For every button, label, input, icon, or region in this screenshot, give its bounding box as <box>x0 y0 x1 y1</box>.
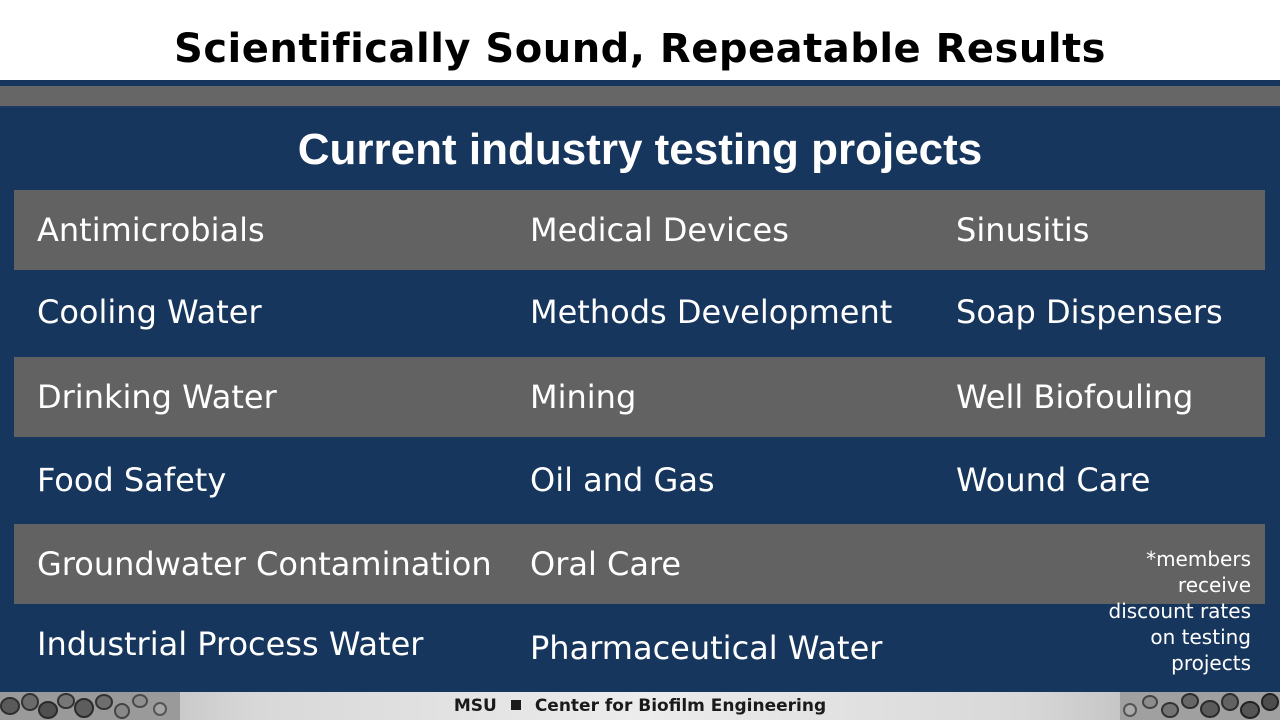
note-line: receive <box>1177 573 1251 597</box>
table-cell: Food Safety <box>37 461 227 499</box>
table-cell: Sinusitis <box>956 211 1090 249</box>
slide-title: Scientifically Sound, Repeatable Results <box>174 26 1106 72</box>
table-cell: Industrial Process Water <box>37 625 424 663</box>
table-cell: Drinking Water <box>37 378 277 416</box>
note-line: discount rates <box>1108 599 1252 623</box>
separator-square-icon <box>510 700 521 710</box>
table-row: Antimicrobials Medical Devices Sinusitis <box>14 190 1265 270</box>
table-cell: Cooling Water <box>37 293 262 331</box>
subtitle: Current industry testing projects <box>297 125 983 174</box>
table-row: Drinking Water Mining Well Biofouling <box>14 357 1265 437</box>
title-rule-gap <box>0 106 1280 108</box>
note-line: *members <box>1146 547 1251 571</box>
biofilm-cells-image-left <box>0 692 180 720</box>
title-rule-gray <box>0 86 1280 106</box>
content-panel: Current industry testing projects Antimi… <box>0 108 1280 692</box>
table-cell: Groundwater Contamination <box>37 545 492 583</box>
title-rule-navy <box>0 80 1280 86</box>
title-bar: Scientifically Sound, Repeatable Results <box>0 0 1280 80</box>
footer-caption: MSU Center for Biofilm Engineering <box>0 692 1280 720</box>
table-cell: Antimicrobials <box>37 211 265 249</box>
footer-msu: MSU <box>453 696 497 716</box>
table-cell: Pharmaceutical Water <box>530 629 883 667</box>
footer-bar: MSU Center for Biofilm Engineering <box>0 692 1280 720</box>
table-cell: Soap Dispensers <box>956 293 1223 331</box>
table-cell: Wound Care <box>956 461 1151 499</box>
footer-center-name: Center for Biofilm Engineering <box>534 696 827 716</box>
note-line: projects <box>1171 651 1251 675</box>
table-cell: Methods Development <box>530 293 893 331</box>
member-discount-note: *members receive discount rates on testi… <box>1051 546 1252 676</box>
table-row: Industrial Process Water Pharmaceutical … <box>14 604 1265 684</box>
table-cell: Medical Devices <box>530 211 789 249</box>
note-line: on testing <box>1150 625 1251 649</box>
table-cell: Oral Care <box>530 545 682 583</box>
table-cell: Oil and Gas <box>530 461 715 499</box>
table-cell: Mining <box>530 378 637 416</box>
table-cell: Well Biofouling <box>956 378 1194 416</box>
table-row: Cooling Water Methods Development Soap D… <box>14 272 1265 352</box>
table-row: Groundwater Contamination Oral Care <box>14 524 1265 604</box>
biofilm-cells-image-right <box>1120 692 1280 720</box>
table-row: Food Safety Oil and Gas Wound Care <box>14 440 1265 520</box>
